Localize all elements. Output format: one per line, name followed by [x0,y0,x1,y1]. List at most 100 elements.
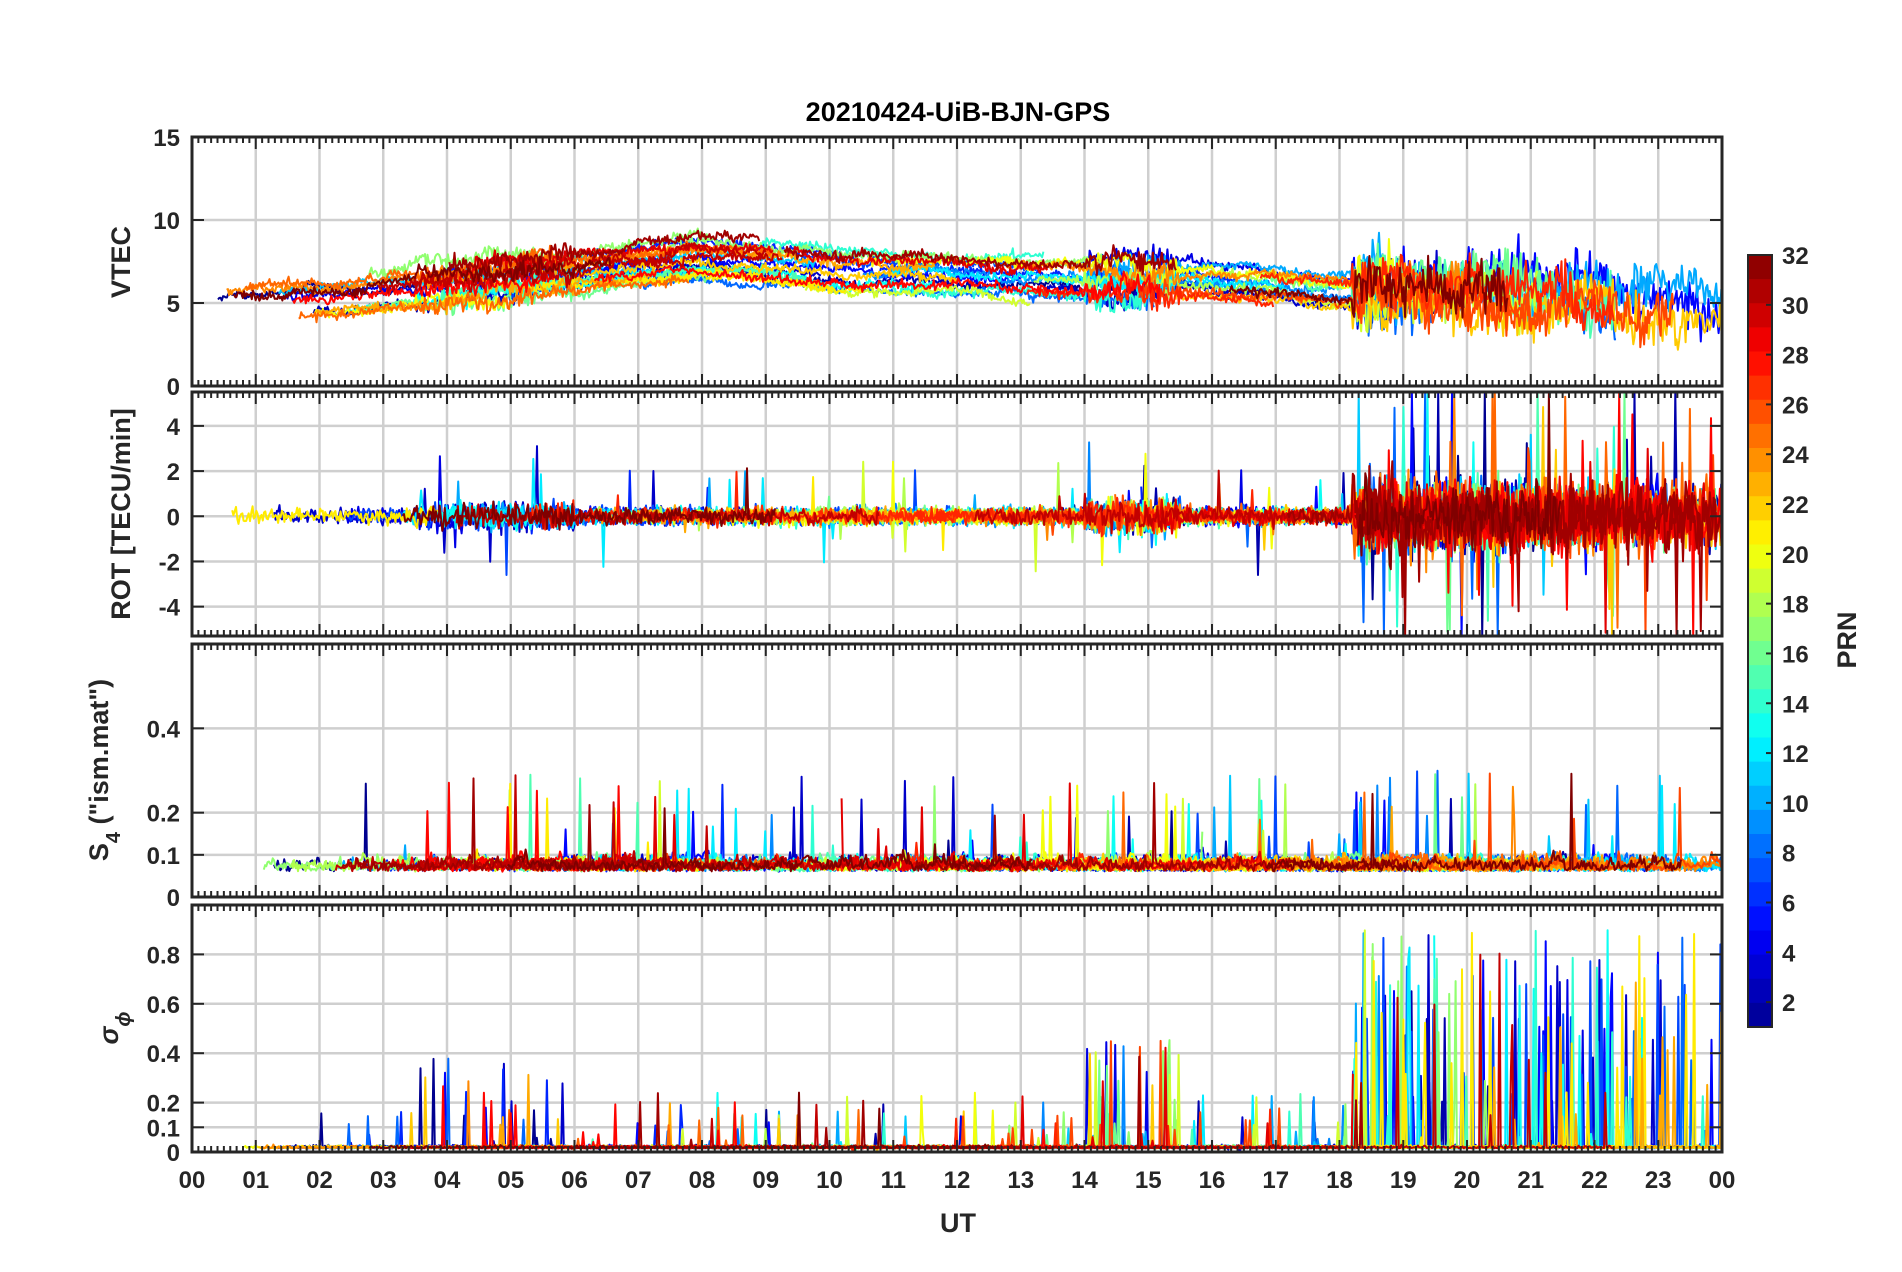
x-tick-label: 16 [1199,1167,1226,1194]
series-group [231,392,1722,636]
x-tick-label: 03 [370,1167,397,1194]
colorbar-label: PRN [1832,611,1862,668]
y-tick-label: 0.1 [147,843,180,870]
colorbar-tick-label: 28 [1782,343,1809,370]
colorbar-tick-label: 32 [1782,243,1809,270]
x-tick-label: 09 [752,1167,779,1194]
colorbar-segment [1748,834,1772,859]
series-prn-31 [783,244,1177,277]
grid [190,644,1724,899]
series-prn-25 [298,274,690,324]
colorbar-tick-label: 6 [1782,890,1795,917]
x-tick-label: 05 [497,1167,524,1194]
y-tick-label: 2 [167,459,180,486]
panel-vtec: 0 5 10 15 VTEC [106,125,1724,401]
x-tick-label: 06 [561,1167,588,1194]
series-prn-29 [1144,474,1529,555]
colorbar-segment [1748,496,1772,521]
colorbar-segment [1748,616,1772,642]
series-prn-28 [593,264,1161,303]
colorbar-segment [1748,665,1772,690]
y-axis-label-main: S [84,843,114,861]
colorbar-segment [1748,448,1772,473]
colorbar-segment [1748,303,1772,328]
series-group [262,769,1722,873]
colorbar-segment [1748,809,1772,835]
y-tick-label: 0 [167,374,180,401]
x-tick-label: 19 [1390,1167,1417,1194]
colorbar-segment [1748,472,1772,497]
x-axis-label: UT [940,1208,976,1238]
series-prn-30 [377,250,783,294]
x-axis: 00 01 02 03 04 05 06 07 08 09 10 11 12 13 14 15 16 17 18 19… [179,1167,1736,1194]
colorbar-segment [1748,520,1772,546]
series-prn-26 [1454,279,1675,349]
colorbar-segment [1748,930,1772,956]
y-tick-label: 0 [167,885,180,912]
y-tick-label: 0.8 [147,942,180,969]
x-tick-label: 13 [1007,1167,1034,1194]
colorbar-segment [1748,978,1772,1004]
colorbar-tick-label: 26 [1782,392,1809,419]
y-axis-label-main: σ [94,1026,124,1045]
x-tick-label: 17 [1262,1167,1289,1194]
x-tick-label: 02 [306,1167,333,1194]
series-prn-32 [368,1144,672,1150]
colorbar-tick-label: 20 [1782,542,1809,569]
panel-sigma_phi: 00.10.2 0.4 0.6 0.8 σϕ [94,903,1724,1167]
colorbar-tick-label: 16 [1782,641,1809,668]
colorbar-segment [1748,568,1772,594]
x-tick-label: 15 [1135,1167,1162,1194]
x-tick-label: 10 [816,1167,843,1194]
ticks [191,905,1723,1153]
y-axis-label: σϕ [94,1011,135,1044]
colorbar-segment [1748,351,1772,377]
y-axis-label: ROT [TECU/min] [106,408,136,619]
colorbar-tick-label: 12 [1782,741,1809,768]
series-prn-30 [974,469,1339,535]
colorbar-tick-label: 18 [1782,592,1809,619]
series-prn-32 [507,807,1033,873]
y-tick-label: 15 [153,125,180,152]
x-tick-label: 07 [625,1167,652,1194]
colorbar-segment [1748,737,1772,763]
colorbar-segment [1748,689,1772,714]
x-tick-label: 20 [1454,1167,1481,1194]
series-prn-32 [1356,392,1562,571]
x-tick-label: 08 [689,1167,716,1194]
y-tick-label: 0.2 [147,1091,180,1118]
x-tick-label: 21 [1517,1167,1544,1194]
y-tick-label: 0.1 [147,1115,180,1142]
y-tick-label: -2 [159,549,180,576]
series-prn-31 [448,229,761,275]
colorbar-segment [1748,1002,1772,1028]
y-tick-label: -4 [159,595,181,622]
colorbar-tick-label: 10 [1782,791,1809,818]
colorbar-segment [1748,423,1772,449]
colorbar-segment [1748,954,1772,980]
colorbar-segment [1748,906,1772,932]
x-tick-label: 00 [179,1167,206,1194]
y-tick-label: 5 [167,291,180,318]
y-axis-label-rest: ("ism.mat") [84,679,114,832]
colorbar-segment [1748,544,1772,570]
y-axis-label-sub: 4 [103,831,125,843]
x-tick-label: 22 [1581,1167,1608,1194]
y-tick-label: 0.2 [147,801,180,828]
colorbar-segment [1748,785,1772,811]
colorbar-tick-label: 4 [1782,940,1796,967]
x-tick-label: 01 [242,1167,269,1194]
series-prn-22 [570,254,958,284]
y-axis-label-sub: ϕ [113,1011,135,1026]
series-prn-32 [401,467,776,532]
x-tick-label: 18 [1326,1167,1353,1194]
y-tick-label: 4 [167,414,181,441]
colorbar-segment [1748,713,1772,739]
colorbar-segment [1748,761,1772,787]
colorbar-tick-label: 2 [1782,990,1795,1017]
series-prn-28 [292,272,555,306]
panel-s4: 0 0.1 0.2 0.4 S4 ("ism.mat") [84,642,1724,912]
